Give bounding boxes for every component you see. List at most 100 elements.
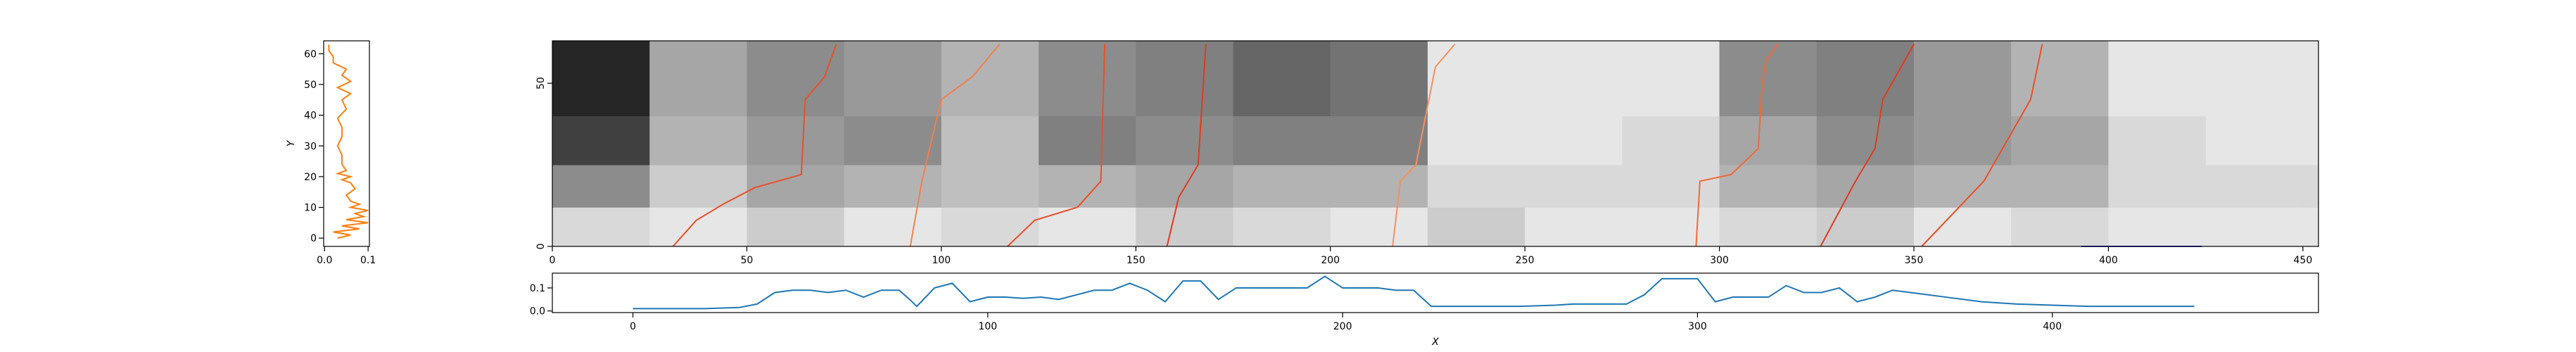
warping-path [1007, 44, 1106, 247]
heatmap-cell [1427, 41, 1525, 117]
heatmap-cell [1914, 165, 2012, 208]
heatmap-cell [1330, 165, 1428, 208]
heatmap-cell [1525, 165, 1623, 208]
x-tick-label: 200 [1333, 321, 1352, 332]
y-tick-label: 0.1 [530, 283, 545, 294]
warping-path [909, 43, 1001, 247]
heatmap-cell [1622, 165, 1720, 208]
x-tick-label: 50 [741, 255, 754, 266]
heatmap-cell [1136, 207, 1234, 247]
x-tick-label: 0 [630, 321, 636, 332]
heatmap-cell [1622, 41, 1720, 117]
heatmap-cell [2302, 165, 2319, 208]
heatmap-cell [1330, 115, 1428, 165]
warping-path [1820, 44, 1915, 247]
heatmap-cell [1039, 207, 1136, 247]
heatmap-cell [1622, 115, 1720, 165]
x-series-line [633, 275, 2195, 310]
heatmap-cell [649, 165, 747, 208]
heatmap-cell [747, 115, 845, 165]
x-tick-label: 400 [2099, 255, 2118, 266]
heatmap-cell [844, 165, 942, 208]
heatmap-cell [1719, 207, 1817, 247]
warping-path [1166, 44, 1207, 247]
heatmap-cell [2205, 115, 2304, 165]
y-axis-label: Y [286, 139, 297, 146]
y-tick-label: 50 [304, 80, 317, 91]
y-tick-label: 60 [304, 49, 317, 60]
heatmap-cell [941, 41, 1039, 117]
x-tick-label: 450 [2294, 255, 2313, 266]
y-tick-label: 30 [304, 141, 317, 152]
heatmap-cell [1816, 115, 1915, 165]
heatmap-cell [1525, 115, 1623, 165]
heatmap-cell [941, 207, 1039, 247]
heatmap-cell [2108, 115, 2207, 165]
heatmap-cell [1816, 41, 1915, 117]
heatmap-cell [2011, 165, 2109, 208]
y-tick-label: 40 [304, 111, 317, 122]
heatmap-cell [1039, 41, 1136, 117]
heatmap-cell [2108, 207, 2207, 247]
heatmap-cell [2205, 207, 2304, 247]
heatmap-cell [1330, 207, 1428, 247]
x-tick-label: 250 [1516, 255, 1535, 266]
x-tick-label: 0.1 [360, 255, 376, 266]
heatmap-cell [552, 41, 650, 117]
heatmap-cell [1816, 165, 1915, 208]
heatmap-cell [1914, 115, 2012, 165]
heatmap-cell [552, 207, 650, 247]
heatmap-cell [1233, 165, 1331, 208]
heatmap-cell [1525, 41, 1623, 117]
y-tick-label: 10 [304, 203, 317, 214]
heatmap-cell [552, 115, 650, 165]
warping-path [1695, 44, 1779, 247]
x-tick-label: 0.0 [317, 255, 332, 266]
heatmap-cell [2205, 41, 2304, 117]
heatmap-cell [844, 41, 942, 117]
x-tick-label: 0 [550, 255, 556, 266]
heatmap-cell [2011, 115, 2109, 165]
y-series-line [328, 44, 369, 239]
y-tick-label: 50 [535, 77, 547, 89]
axes-frame [552, 272, 2319, 313]
y-tick-label: 0 [310, 233, 317, 244]
heatmap-cell [1233, 115, 1331, 165]
heatmap-cell [747, 165, 845, 208]
x-tick-label: 200 [1321, 255, 1340, 266]
axes-frame [552, 40, 2319, 247]
heatmap-cell [844, 115, 942, 165]
heatmap-cell [2302, 41, 2319, 117]
heatmap-cell [1136, 115, 1234, 165]
heatmap-cell [1039, 115, 1136, 165]
heatmap-cell [1622, 207, 1720, 247]
heatmap-cell [941, 115, 1039, 165]
heatmap-cell [2108, 41, 2207, 117]
heatmap-cell [941, 165, 1039, 208]
warping-path [672, 44, 837, 247]
heatmap-cell [747, 207, 845, 247]
heatmap-cell [1719, 165, 1817, 208]
warping-path [1921, 44, 2043, 247]
heatmap-cell [1914, 41, 2012, 117]
axes-frame [323, 40, 370, 247]
heatmap-cell [2011, 207, 2109, 247]
heatmap-cell [1719, 41, 1817, 117]
x-tick-label: 150 [1127, 255, 1146, 266]
heatmap-cell [844, 207, 942, 247]
y-tick-label: 20 [304, 172, 317, 183]
y-tick-label: 0 [535, 244, 547, 250]
heatmap-cell [1525, 207, 1623, 247]
x-tick-label: 100 [978, 321, 997, 332]
heatmap-cell [747, 41, 845, 117]
x-tick-label: 100 [932, 255, 951, 266]
x-tick-label: 300 [1710, 255, 1729, 266]
heatmap-cell [1427, 207, 1525, 247]
heatmap-cell [2205, 165, 2304, 208]
heatmap-cell [649, 115, 747, 165]
heatmap-cell [2108, 165, 2207, 208]
heatmap-cell [1719, 115, 1817, 165]
heatmap-cell [1914, 207, 2012, 247]
